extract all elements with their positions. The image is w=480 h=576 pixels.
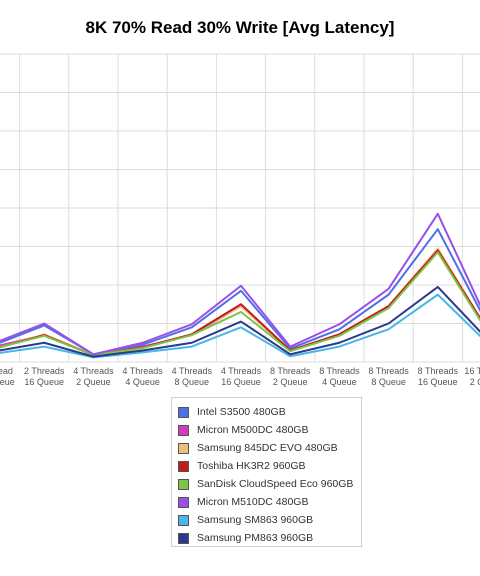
legend-label: Intel S3500 480GB bbox=[197, 406, 286, 418]
legend-item[interactable]: Samsung 845DC EVO 480GB bbox=[178, 439, 355, 457]
legend-swatch bbox=[178, 478, 189, 490]
x-tick-label: 4 Queue bbox=[322, 377, 357, 387]
legend-item[interactable]: Samsung PM863 960GB bbox=[178, 529, 355, 547]
legend-label: Samsung SM863 960GB bbox=[197, 514, 314, 526]
x-tick-label: 1 Thread bbox=[0, 366, 13, 376]
legend-swatch bbox=[178, 442, 189, 454]
legend-swatch bbox=[178, 532, 189, 544]
legend-item[interactable]: SanDisk CloudSpeed Eco 960GB bbox=[178, 475, 355, 493]
x-tick-label: 8 Queue bbox=[175, 377, 210, 387]
legend-item[interactable]: Toshiba HK3R2 960GB bbox=[178, 457, 355, 475]
legend-label: Micron M500DC 480GB bbox=[197, 424, 309, 436]
series-line bbox=[0, 247, 480, 357]
legend-swatch bbox=[178, 514, 189, 526]
series-lines bbox=[0, 212, 480, 359]
x-tick-label: 4 Threads bbox=[122, 366, 163, 376]
x-tick-label: 8 Threads bbox=[368, 366, 409, 376]
x-tick-label: 4 Threads bbox=[73, 366, 114, 376]
x-tick-label: 2 Threads bbox=[24, 366, 65, 376]
legend-item[interactable]: Intel S3500 480GB bbox=[178, 403, 355, 421]
chart-title: 8K 70% Read 30% Write [Avg Latency] bbox=[85, 18, 395, 37]
x-tick-label: 16 Queue bbox=[221, 377, 261, 387]
series-line bbox=[0, 249, 480, 357]
legend-label: Toshiba HK3R2 960GB bbox=[197, 460, 306, 472]
x-tick-label: 2 Queue bbox=[273, 377, 308, 387]
x-tick-label: 2 Queue bbox=[76, 377, 111, 387]
legend: Intel S3500 480GB Micron M500DC 480GB Sams… bbox=[171, 397, 362, 547]
legend-item[interactable]: Micron M500DC 480GB bbox=[178, 421, 355, 439]
legend-label: SanDisk CloudSpeed Eco 960GB bbox=[197, 478, 354, 490]
series-line bbox=[0, 249, 480, 357]
legend-item[interactable]: Samsung SM863 960GB bbox=[178, 511, 355, 529]
legend-swatch bbox=[178, 460, 189, 472]
legend-label: Micron M510DC 480GB bbox=[197, 496, 309, 508]
legend-swatch bbox=[178, 496, 189, 508]
series-line bbox=[0, 228, 480, 356]
x-tick-label: 16 Queue bbox=[24, 377, 64, 387]
x-tick-label: 8 Threads bbox=[319, 366, 360, 376]
legend-label: Samsung 845DC EVO 480GB bbox=[197, 442, 338, 454]
series-line bbox=[0, 293, 480, 359]
grid-lines bbox=[0, 53, 480, 363]
x-tick-label: 16 Threads bbox=[464, 366, 480, 376]
legend-swatch bbox=[178, 406, 189, 418]
x-tick-label: 8 Threads bbox=[270, 366, 311, 376]
series-line bbox=[0, 285, 480, 358]
x-tick-label: 16 Queue bbox=[418, 377, 458, 387]
series-line bbox=[0, 251, 480, 357]
x-tick-label: 4 Threads bbox=[221, 366, 262, 376]
x-tick-label: 8 Threads bbox=[418, 366, 459, 376]
x-tick-label: 4 Threads bbox=[172, 366, 213, 376]
legend-swatch bbox=[178, 424, 189, 436]
series-line bbox=[0, 212, 480, 356]
x-tick-label: 2 Queue bbox=[470, 377, 480, 387]
x-tick-label: 8 Queue bbox=[371, 377, 406, 387]
legend-item[interactable]: Micron M510DC 480GB bbox=[178, 493, 355, 511]
x-tick-label: 4 Queue bbox=[125, 377, 160, 387]
legend-label: Samsung PM863 960GB bbox=[197, 532, 314, 544]
x-tick-label: 16 Queue bbox=[0, 377, 15, 387]
